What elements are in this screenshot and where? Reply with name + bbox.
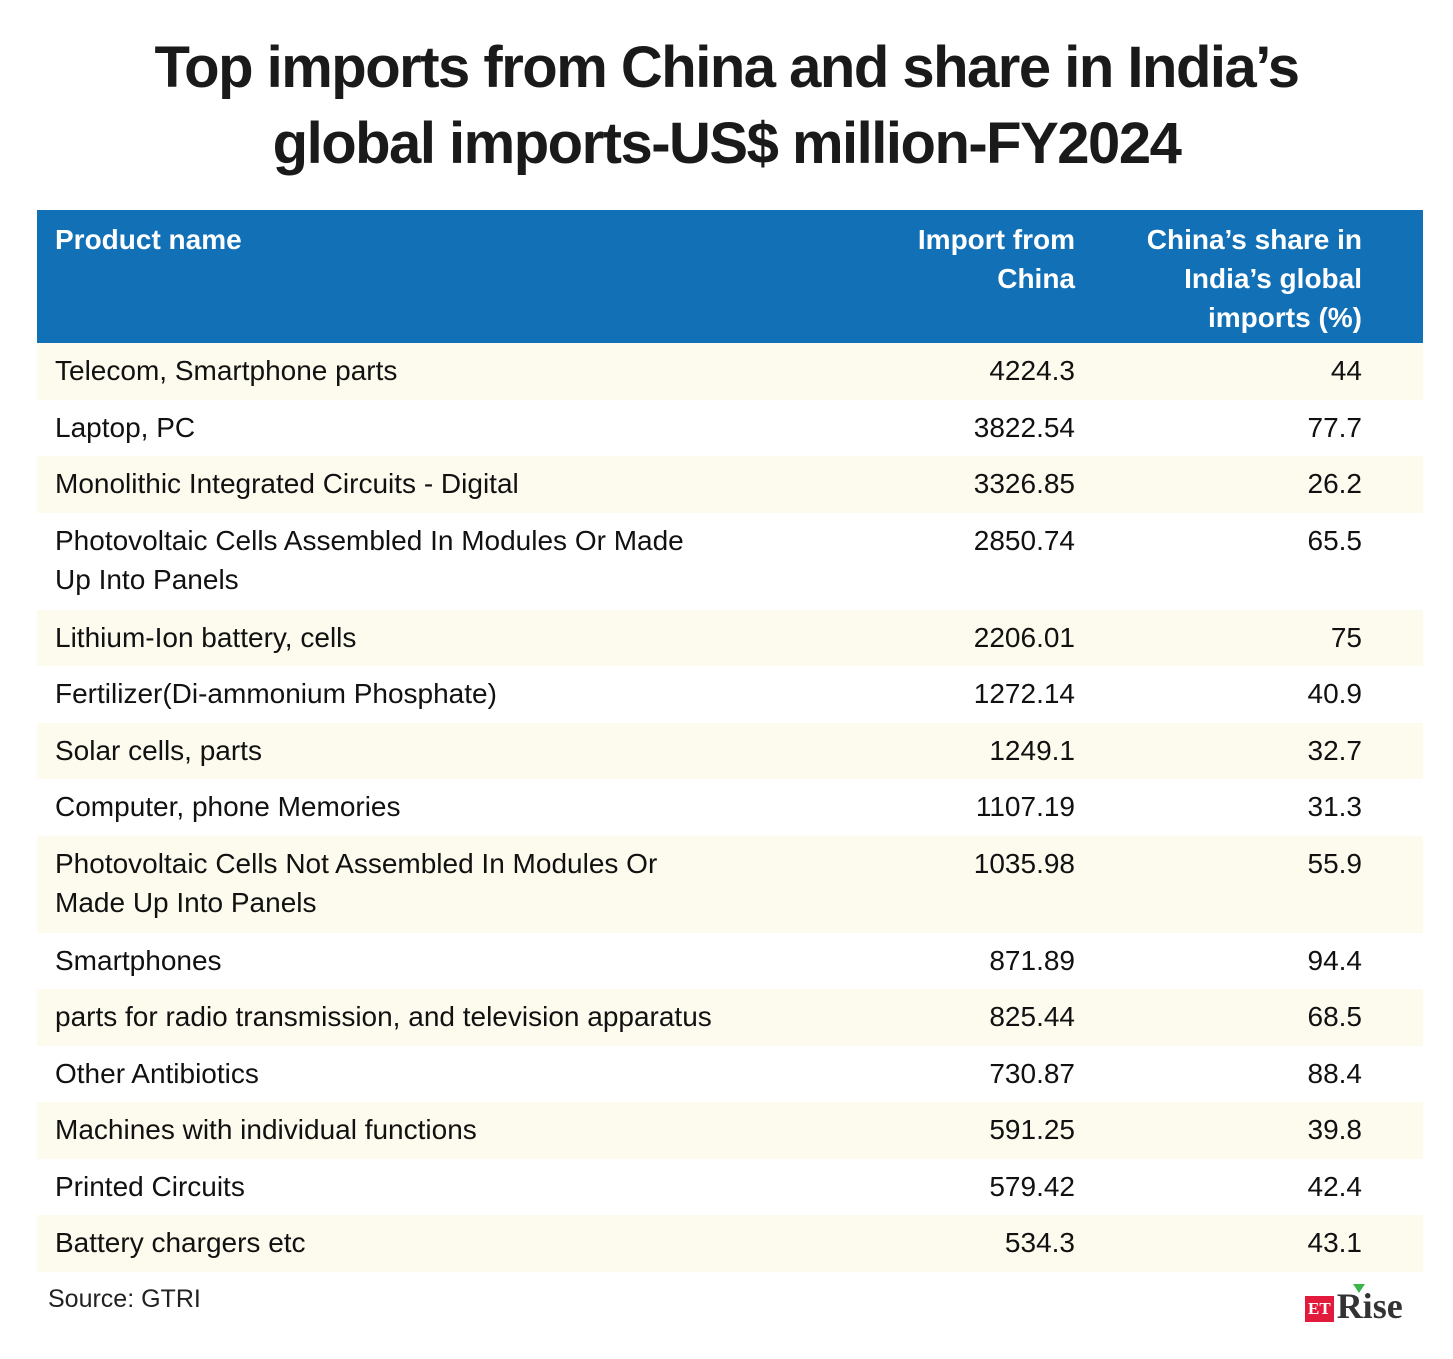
product-cell: Smartphones — [55, 944, 222, 976]
import-cell: 1107.19 — [975, 791, 1075, 822]
table-header: Product name Import from China China’s s… — [37, 210, 1423, 343]
product-cell: Fertilizer(Di-ammonium Phosphate) — [55, 678, 497, 709]
share-cell: 68.5 — [1307, 1001, 1363, 1032]
import-cell: 2850.74 — [973, 524, 1075, 556]
import-cell: 1035.98 — [973, 847, 1075, 879]
product-cell: Solar cells, parts — [55, 734, 262, 766]
import-cell: 3326.85 — [973, 468, 1075, 499]
table-row: Photovoltaic Cells Assembled In Modules … — [37, 513, 1423, 610]
product-cell: Printed Circuits — [55, 1170, 245, 1202]
product-cell: Machines with individual functions — [55, 1114, 477, 1145]
share-cell: 94.4 — [1307, 944, 1363, 976]
product-cell: Monolithic Integrated Circuits - Digital — [55, 468, 519, 499]
import-cell: 534.3 — [1004, 1227, 1075, 1258]
table-row: Computer, phone Memories 1107.19 31.3 — [37, 779, 1423, 836]
import-cell: 579.42 — [989, 1170, 1075, 1202]
product-cell: Photovoltaic Cells Not Assembled In Modu… — [55, 847, 658, 918]
import-cell: 2206.01 — [973, 621, 1075, 653]
share-cell: 55.9 — [1307, 847, 1363, 879]
import-cell: 825.44 — [989, 1001, 1075, 1032]
share-cell: 40.9 — [1307, 678, 1363, 709]
import-cell: 730.87 — [989, 1057, 1075, 1089]
table-row: Photovoltaic Cells Not Assembled In Modu… — [37, 835, 1423, 933]
import-cell: 871.89 — [989, 944, 1075, 976]
table-row: Other Antibiotics 730.87 88.4 — [37, 1046, 1423, 1103]
table-row: Solar cells, parts 1249.1 32.7 — [37, 722, 1423, 779]
table-row: Smartphones 871.89 94.4 — [37, 933, 1423, 990]
page-title: Top imports from China and share in Indi… — [154, 35, 1300, 176]
table-row: Battery chargers etc 534.3 43.1 — [37, 1215, 1423, 1272]
share-cell: 77.7 — [1307, 411, 1363, 443]
imports-table: Product name Import from China China’s s… — [37, 210, 1423, 1272]
table-row: Printed Circuits 579.42 42.4 — [37, 1159, 1423, 1216]
import-cell: 4224.3 — [989, 355, 1075, 386]
header-import: Import from China — [917, 224, 1075, 294]
share-cell: 26.2 — [1307, 468, 1363, 499]
product-cell: Laptop, PC — [55, 411, 196, 443]
header-share: China’s share in India’s global imports … — [1146, 224, 1362, 333]
table-row: Telecom, Smartphone parts 4224.3 44 — [37, 343, 1423, 400]
product-cell: Telecom, Smartphone parts — [55, 355, 398, 386]
product-cell: Lithium-Ion battery, cells — [55, 621, 357, 653]
import-cell: 3822.54 — [973, 411, 1075, 443]
product-cell: Computer, phone Memories — [55, 791, 401, 822]
table-row: Fertilizer(Di-ammonium Phosphate) 1272.14… — [37, 666, 1423, 723]
et-rise-logo: ET Rise — [1305, 1284, 1403, 1326]
share-cell: 65.5 — [1307, 524, 1363, 556]
table-row: Lithium-Ion battery, cells 2206.01 75 — [37, 609, 1423, 666]
table-row: Monolithic Integrated Circuits - Digital… — [37, 456, 1423, 513]
product-cell: Battery chargers etc — [55, 1227, 306, 1258]
share-cell: 39.8 — [1307, 1114, 1363, 1145]
import-cell: 591.25 — [989, 1114, 1075, 1145]
header-product: Product name — [55, 224, 242, 255]
share-cell: 88.4 — [1307, 1057, 1363, 1089]
logo-triangle-icon — [1352, 1284, 1365, 1293]
logo-rise: Rise — [1336, 1284, 1403, 1326]
product-cell: Other Antibiotics — [55, 1057, 259, 1089]
share-cell: 44 — [1330, 355, 1362, 386]
share-cell: 31.3 — [1307, 791, 1363, 822]
share-cell: 42.4 — [1307, 1170, 1363, 1202]
source-note: Source: GTRI — [48, 1285, 201, 1313]
product-cell: parts for radio transmission, and televi… — [55, 1001, 712, 1032]
logo-et: ET — [1305, 1296, 1334, 1322]
import-cell: 1272.14 — [973, 678, 1075, 709]
table-row: Machines with individual functions 591.25… — [37, 1102, 1423, 1159]
share-cell: 32.7 — [1307, 734, 1363, 766]
product-cell: Photovoltaic Cells Assembled In Modules … — [55, 524, 684, 595]
import-cell: 1249.1 — [989, 734, 1075, 766]
share-cell: 43.1 — [1307, 1227, 1363, 1258]
share-cell: 75 — [1330, 621, 1362, 653]
table-row: Laptop, PC 3822.54 77.7 — [37, 400, 1423, 457]
table-row: parts for radio transmission, and televi… — [37, 989, 1423, 1046]
